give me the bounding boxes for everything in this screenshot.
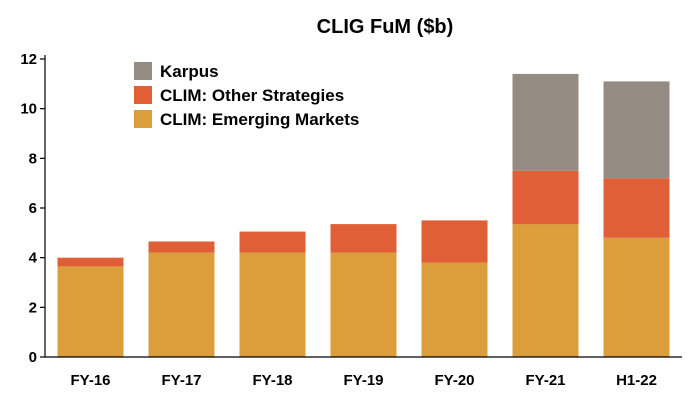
bar-segment-clim-other-strategies-fy-16 (57, 257, 124, 267)
bar-segment-clim-other-strategies-fy-17 (148, 241, 215, 253)
bar-segment-clim-other-strategies-fy-21 (512, 170, 579, 225)
bar-segment-clim-emerging-markets-fy-17 (148, 252, 215, 357)
x-tick-label: H1-22 (616, 372, 657, 389)
bar-segment-clim-other-strategies-h1-22 (603, 178, 670, 238)
x-tick-label: FY-21 (525, 372, 565, 389)
bar-segment-clim-other-strategies-fy-20 (421, 220, 488, 263)
bar-segment-clim-emerging-markets-fy-16 (57, 266, 124, 357)
y-tick-label: 8 (29, 150, 37, 167)
bars-layer (57, 73, 670, 357)
legend-swatch-clim-other-strategies (134, 86, 152, 104)
bar-segment-karpus-fy-21 (512, 73, 579, 171)
x-tick-label: FY-18 (252, 372, 292, 389)
x-tick-label: FY-17 (161, 372, 201, 389)
bar-segment-clim-other-strategies-fy-19 (330, 224, 397, 253)
legend-swatch-clim-emerging-markets (134, 110, 152, 128)
y-tick-label: 4 (29, 250, 38, 267)
legend-label: CLIM: Other Strategies (160, 86, 344, 105)
bar-segment-clim-emerging-markets-fy-19 (330, 252, 397, 357)
bar-segment-clim-emerging-markets-fy-21 (512, 224, 579, 357)
legend: Karpus CLIM: Other Strategies CLIM: Emergi… (134, 62, 359, 129)
legend-label: Karpus (160, 62, 219, 81)
bar-segment-clim-emerging-markets-fy-20 (421, 262, 488, 357)
bar-segment-clim-other-strategies-fy-18 (239, 231, 306, 253)
bar-segment-clim-emerging-markets-fy-18 (239, 252, 306, 357)
x-tick-label: FY-20 (434, 372, 474, 389)
axes-layer: FY-16 FY-17 FY-18 FY-19 FY-20 FY-21 H1-22 0 2 4 6 8… (20, 51, 682, 389)
y-tick-label: 2 (29, 299, 37, 316)
y-tick-label: 10 (20, 101, 37, 118)
chart-title: CLIG FuM ($b) (317, 16, 454, 38)
x-tick-label: FY-19 (343, 372, 383, 389)
bar-segment-karpus-h1-22 (603, 81, 670, 179)
legend-label: CLIM: Emerging Markets (160, 110, 359, 129)
y-tick-label: 0 (29, 349, 37, 366)
legend-swatch-karpus (134, 62, 152, 80)
bar-segment-clim-emerging-markets-h1-22 (603, 237, 670, 357)
y-tick-label: 12 (20, 51, 37, 68)
x-tick-label: FY-16 (70, 372, 110, 389)
y-tick-label: 6 (29, 200, 37, 217)
